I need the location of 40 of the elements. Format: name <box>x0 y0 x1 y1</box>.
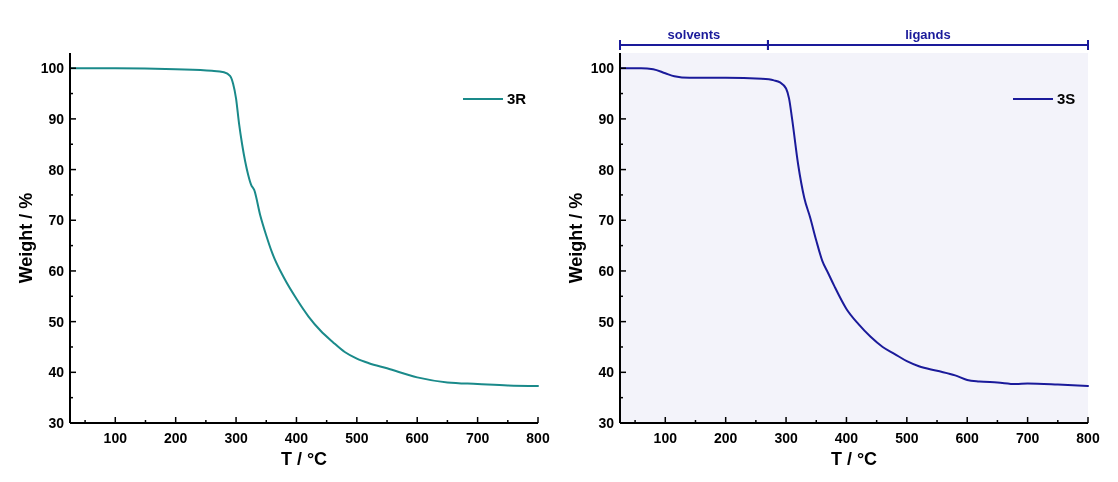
band-label: solvents <box>667 27 721 42</box>
y-tick-label: 70 <box>48 212 65 229</box>
x-axis-title: T / °C <box>280 449 328 469</box>
y-tick-label: 100 <box>590 60 615 77</box>
x-tick-label: 600 <box>955 430 980 446</box>
x-tick-label: 200 <box>714 430 738 446</box>
x-tick-label: 600 <box>405 430 430 446</box>
x-tick-label: 200 <box>164 430 188 446</box>
x-tick-label: 700 <box>465 430 490 446</box>
legend-label: 3R <box>507 90 527 107</box>
x-tick-label: 100 <box>103 430 128 446</box>
x-tick-label: 500 <box>895 430 919 446</box>
y-tick-label: 100 <box>40 60 65 77</box>
x-tick-label: 500 <box>345 430 369 446</box>
y-tick-label: 90 <box>598 110 615 127</box>
y-axis-title: Weight / % <box>566 192 586 284</box>
y-tick-label: 50 <box>48 313 65 330</box>
x-tick-label: 400 <box>284 430 309 446</box>
x-tick-label: 400 <box>834 430 859 446</box>
y-tick-label: 90 <box>48 110 65 127</box>
x-tick-label: 800 <box>1076 430 1100 446</box>
y-tick-label: 80 <box>598 161 615 178</box>
y-tick-label: 40 <box>48 364 65 381</box>
legend-label: 3S <box>1057 90 1076 107</box>
y-axis-title: Weight / % <box>16 192 36 284</box>
y-tick-label: 70 <box>598 212 615 229</box>
y-tick-label: 80 <box>48 161 65 178</box>
band-label: ligands <box>905 27 951 42</box>
x-axis-title: T / °C <box>830 449 878 469</box>
x-tick-label: 300 <box>774 430 798 446</box>
y-tick-label: 40 <box>598 364 615 381</box>
y-tick-label: 50 <box>598 313 615 330</box>
x-tick-label: 100 <box>653 430 678 446</box>
y-tick-label: 60 <box>48 262 65 279</box>
y-tick-label: 60 <box>598 262 615 279</box>
x-tick-label: 800 <box>526 430 550 446</box>
x-tick-label: 700 <box>1015 430 1040 446</box>
y-tick-label: 30 <box>598 415 615 431</box>
y-tick-label: 30 <box>48 415 65 431</box>
x-tick-label: 300 <box>224 430 248 446</box>
